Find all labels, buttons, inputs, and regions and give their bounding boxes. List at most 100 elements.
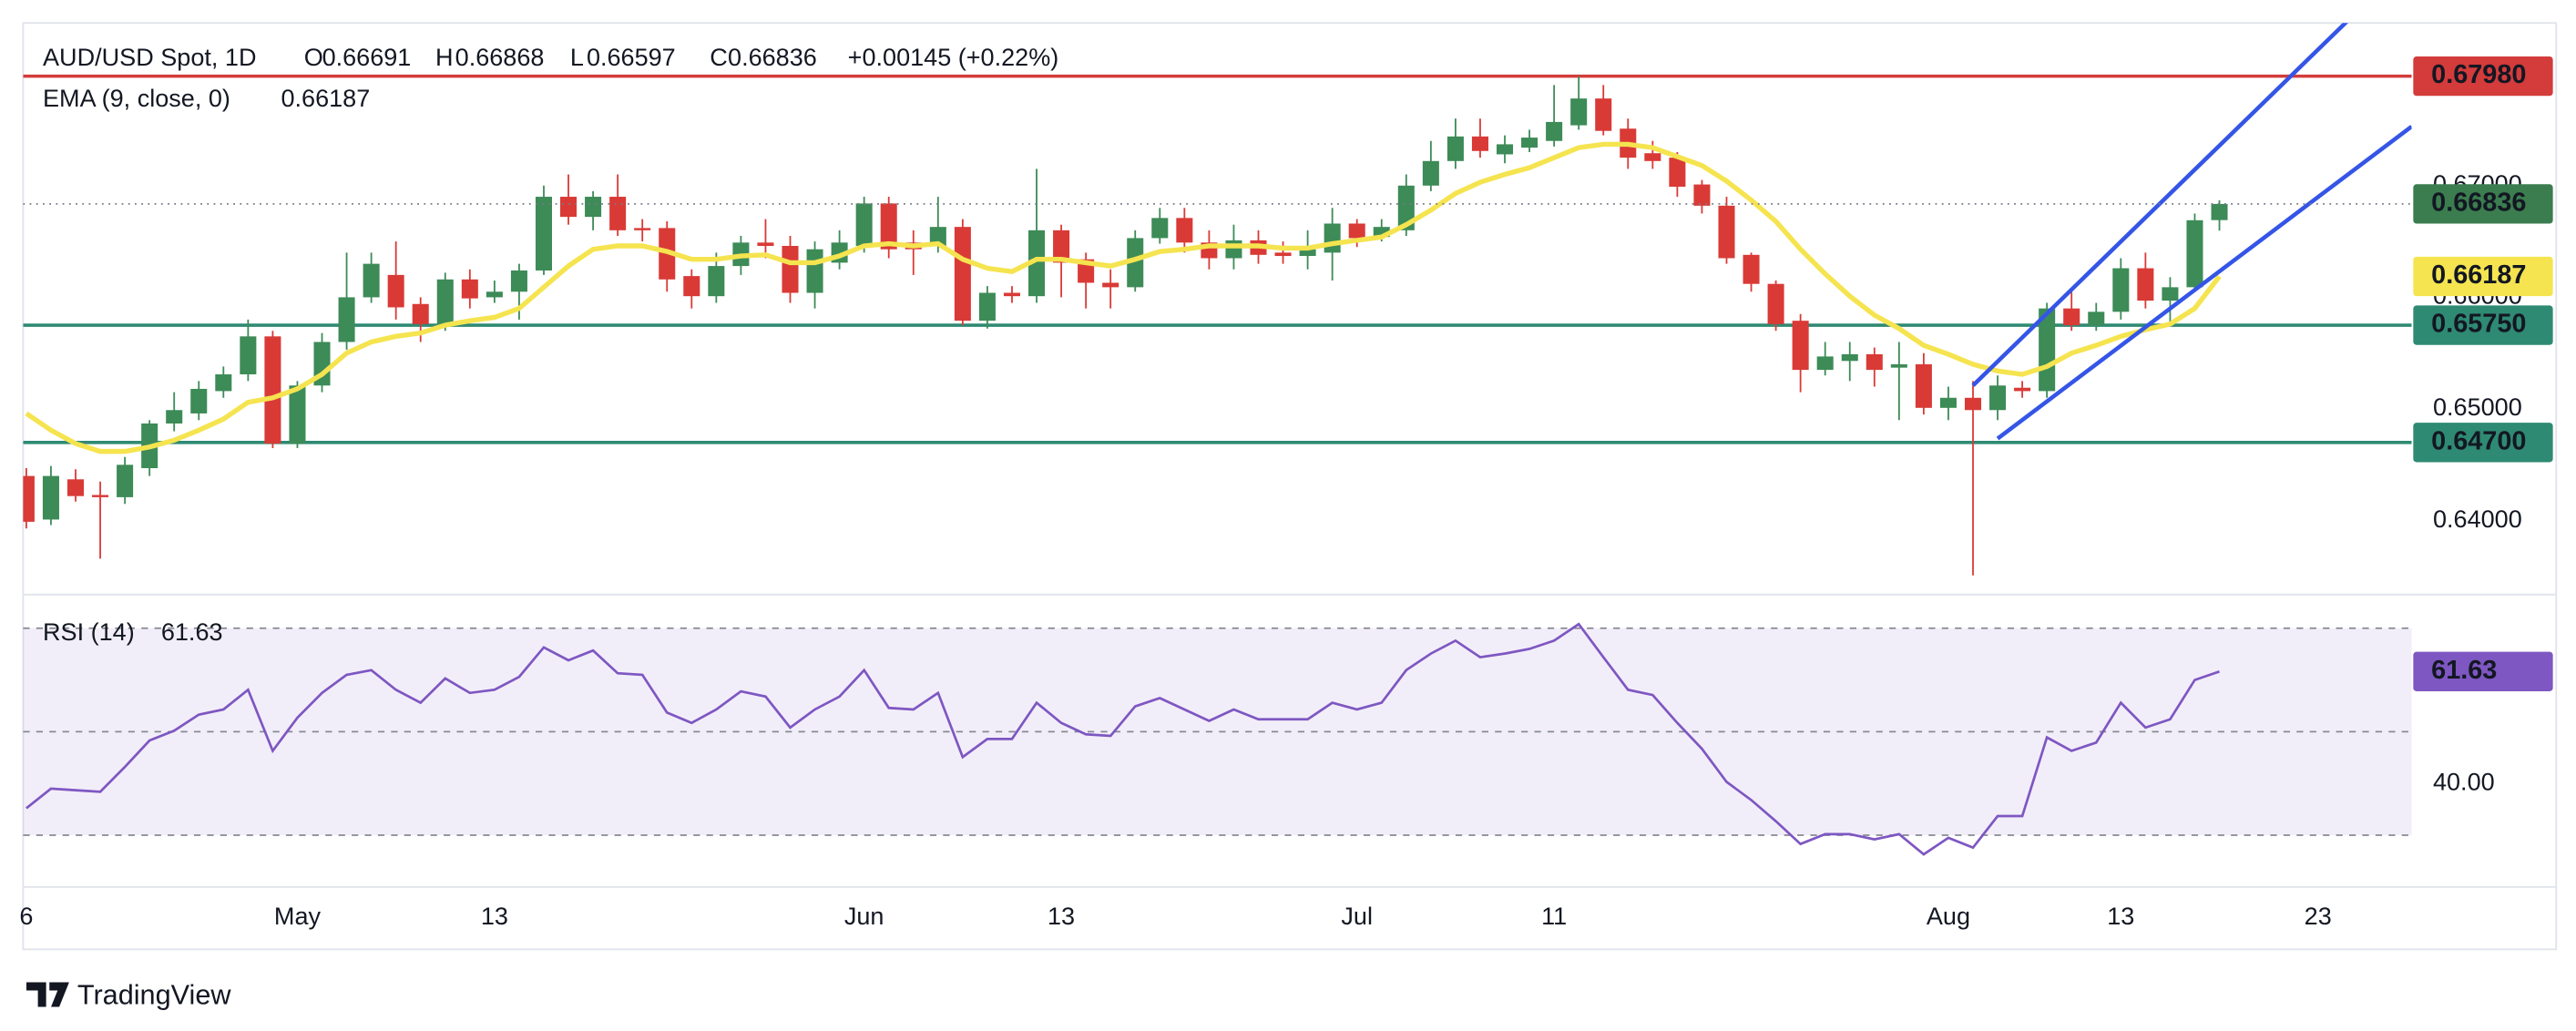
candle-body <box>1866 353 1883 371</box>
candle-body <box>215 374 232 392</box>
candle-body <box>2014 387 2031 392</box>
candle-body <box>1299 249 1316 257</box>
x-tick-label: 23 <box>2305 903 2332 930</box>
candle-body <box>1127 238 1144 288</box>
candle-body <box>1151 218 1169 239</box>
candle-body <box>363 263 380 298</box>
candle-body <box>66 479 85 496</box>
candle-body <box>1348 223 1365 239</box>
x-tick-label: 13 <box>481 903 508 930</box>
x-tick-label: 11 <box>1541 903 1567 930</box>
brand-name: TradingView <box>77 980 231 1011</box>
ohlc-letter: H <box>435 44 454 71</box>
x-tick-label: 13 <box>1048 903 1075 930</box>
candle-body <box>190 388 208 413</box>
candle-body <box>1176 218 1193 243</box>
rsi-line <box>26 622 2220 856</box>
candle-body <box>1373 227 1390 238</box>
candle-body <box>42 475 59 520</box>
x-tick-label: Jul <box>1341 903 1373 930</box>
candle-body <box>634 228 651 230</box>
candle-body <box>338 297 355 342</box>
candle-body <box>560 197 578 218</box>
candle-body <box>510 270 527 292</box>
candle-body <box>1274 252 1292 257</box>
logo-icon <box>26 982 69 1007</box>
rsi-legend-value: 61.63 <box>161 618 223 646</box>
ohlc-letter: L <box>570 44 584 71</box>
candle-body <box>1841 353 1858 362</box>
candle-body <box>609 197 627 230</box>
candle-body <box>1767 283 1784 324</box>
x-tick-label: Aug <box>1927 903 1970 930</box>
rsi-value-label: 61.63 <box>2431 656 2497 685</box>
y-tick-label: 0.65000 <box>2433 393 2522 421</box>
x-tick-label: May <box>274 903 322 930</box>
candle-body <box>461 279 478 299</box>
trendline <box>1996 125 2412 441</box>
candle-body <box>412 303 429 324</box>
ohlc-value: 0.66691 <box>322 44 412 71</box>
trendline <box>1971 23 2349 387</box>
rsi-tick-label: 40.00 <box>2433 768 2495 795</box>
level-label-box <box>2413 56 2553 97</box>
candle-body <box>1570 98 1588 126</box>
candle-body <box>1028 230 1046 297</box>
candle-body <box>1422 160 1439 186</box>
candle-body <box>1496 144 1514 155</box>
candle-body <box>1989 385 2007 411</box>
candle-body <box>1324 223 1341 253</box>
x-tick-label: 6 <box>19 903 33 930</box>
candle-body <box>2186 219 2203 288</box>
candle-body <box>757 242 774 247</box>
candle-body <box>1446 136 1464 161</box>
candle-body <box>2211 203 2228 220</box>
level-label: 0.67980 <box>2431 60 2526 89</box>
candle-body <box>1816 356 1834 371</box>
ohlc-value: 0.66597 <box>587 44 676 71</box>
ema-legend: EMA (9, close, 0) <box>43 85 230 112</box>
ohlc-letter: O <box>304 44 323 71</box>
level-label: 0.65750 <box>2431 310 2526 339</box>
candle-body <box>289 385 306 444</box>
candle-body <box>806 249 823 293</box>
candle-body <box>708 266 725 297</box>
candle-body <box>240 336 257 375</box>
candle-body <box>2063 308 2080 326</box>
candle-body <box>1003 292 1020 297</box>
candle-body <box>1644 153 1661 161</box>
rsi-value-label-box <box>2413 651 2553 691</box>
ema-price-label: 0.66187 <box>2431 260 2526 290</box>
candle-body <box>387 274 404 308</box>
ohlc-letter: C <box>710 44 728 71</box>
ema-line <box>25 141 2222 454</box>
plot-layer: 40.000.640000.650000.660000.670006May13J… <box>19 23 2553 930</box>
candle-body <box>683 276 700 297</box>
last-price-label-box <box>2413 184 2553 224</box>
ema-price-label-box <box>2413 256 2553 297</box>
candle-body <box>782 246 799 293</box>
symbol-title: AUD/USD Spot, 1D <box>43 44 256 71</box>
candle-body <box>117 464 134 497</box>
candle-body <box>1939 397 1957 408</box>
candle-body <box>855 203 873 247</box>
candle-body <box>486 291 503 298</box>
x-tick-label: Jun <box>844 903 884 930</box>
candle-body <box>585 197 602 218</box>
candle-body <box>1693 184 1711 206</box>
candle-body <box>2112 268 2130 312</box>
candle-body <box>1397 185 1415 230</box>
ohlc-value: 0.66868 <box>455 44 545 71</box>
candle-body <box>880 203 897 250</box>
candle-body <box>166 410 183 424</box>
header: AUD/USD Spot, 1D O 0.66691 H 0.66868 L 0… <box>43 44 1058 646</box>
plot-clip <box>23 23 2412 576</box>
candle-body <box>1521 138 1538 148</box>
rsi-legend: RSI (14) <box>43 618 135 646</box>
candle-body <box>1669 158 1686 188</box>
candle-body <box>1743 254 1760 284</box>
candle-body <box>929 227 946 247</box>
candle-body <box>954 227 971 322</box>
